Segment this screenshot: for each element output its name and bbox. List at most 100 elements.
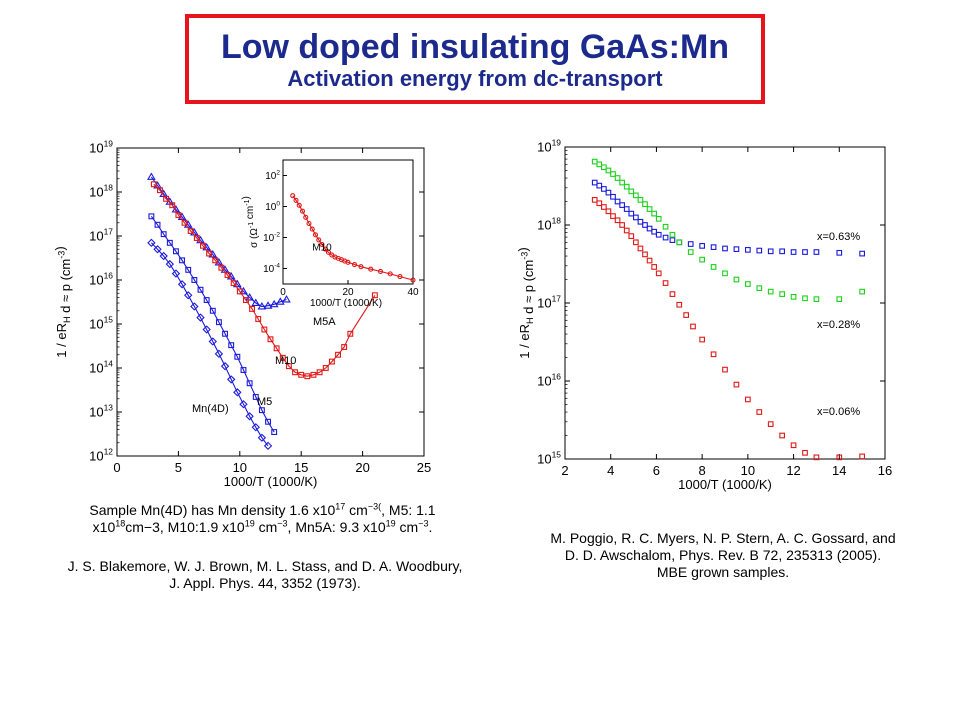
right-series-x-0-06-point [779, 432, 785, 439]
left-x-tick-label: 0 [113, 460, 120, 475]
left-series-m5-point [240, 367, 247, 373]
right-series-label-x-0-63: x=0.63% [817, 231, 860, 243]
left-y-tick-label: 1018 [89, 183, 113, 200]
right-x-tick-label: 6 [653, 463, 660, 478]
right-series-x-0-28-point [619, 179, 625, 186]
right-series-x-0-63-point [619, 202, 625, 208]
left-series-m10-point [175, 212, 182, 218]
left-series-m5-point [228, 342, 235, 349]
inset-series-m10-point [368, 266, 374, 272]
left-series-m5a-point [275, 297, 285, 305]
right-series-x-0-06-point [690, 323, 696, 330]
left-y-tick-label: 1013 [89, 403, 113, 420]
inset-series-m10-point [309, 226, 315, 232]
right-series-x-0-06-point [722, 366, 728, 373]
left-y-tick-label: 1014 [89, 359, 113, 376]
right-series-x-0-06-point [669, 291, 676, 297]
right-x-tick-label: 10 [741, 463, 755, 478]
right-series-x-0-28-point [614, 175, 621, 181]
left-series-mn-4d-point [177, 280, 187, 289]
right-x-tick-label: 12 [786, 463, 800, 478]
left-series-label-m5: M5 [257, 396, 272, 408]
right-series-x-0-28-point [687, 249, 694, 255]
right-series-x-0-06-point [633, 239, 639, 246]
left-series-m10-point [236, 288, 243, 295]
right-x-tick-label: 2 [561, 463, 568, 478]
right-chart: 2 4 6 8 10 12 14 16 1015 1016 1017 1018 1019 1000/T (… [516, 138, 893, 492]
right-x-tick-label: 14 [832, 463, 846, 478]
right-series-x-0-28-point [651, 210, 657, 217]
left-series-m5-point [154, 221, 161, 228]
left-series-m5-point [265, 418, 271, 425]
right-series-x-0-63-point [756, 247, 763, 254]
left-series-m5-point [179, 257, 186, 264]
left-series-m5-point [185, 266, 192, 273]
left-series-mn-4d-point [227, 375, 236, 384]
left-y-tick-label: 1017 [89, 227, 113, 244]
right-series-x-0-28-point [669, 231, 676, 238]
right-series-x-0-63-point [687, 241, 694, 247]
right-series-x-0-63-point [813, 249, 820, 255]
inset-frame [282, 159, 414, 285]
right-series-x-0-28-point [646, 206, 653, 212]
right-y-tick-label: 1015 [537, 450, 561, 467]
right-series-x-0-28-point [596, 161, 603, 168]
right-series-x-0-28-point [628, 188, 635, 195]
left-series-mn-4d-point [153, 245, 162, 254]
right-series-x-0-63-point [610, 193, 616, 200]
left-series-mn-4d-point [220, 362, 230, 371]
left-series-m10-point [328, 358, 335, 365]
right-series-x-0-28-point [642, 201, 648, 208]
right-y-tick-label: 1018 [537, 216, 561, 233]
left-series-m5-point [258, 407, 265, 414]
left-series-m5-point [166, 239, 173, 246]
right-series-x-0-06-point [790, 442, 797, 449]
inset-series-label-m10: M10 [312, 242, 332, 253]
right-series-x-0-63-point [836, 249, 843, 256]
left-series-m10-point [304, 373, 311, 380]
left-series-m5a-point [245, 293, 254, 301]
inset-series-m10-point [351, 261, 358, 268]
right-series-x-0-06-point [646, 257, 653, 264]
right-series-x-0-06-point [655, 270, 662, 277]
left-series-m5a-point [147, 172, 156, 180]
inset-series-m10-point [358, 264, 364, 270]
left-series-mn-4d-point [245, 412, 254, 421]
inset-series-m10-point [293, 197, 299, 203]
left-series-m5-point [191, 277, 198, 283]
left-series-mn-4d-point [208, 337, 217, 346]
right-series-x-0-63-point [779, 248, 785, 255]
right-series-x-0-63-point [790, 249, 797, 255]
right-series-x-0-63-point [596, 182, 603, 189]
left-series-m10-point [341, 344, 348, 350]
inset-series-m10-point [345, 259, 351, 265]
right-series-x-0-63-point [637, 218, 644, 225]
left-series-m10-point [169, 202, 176, 209]
right-series-x-0-63-point [802, 249, 808, 255]
left-x-tick-label: 25 [417, 460, 431, 475]
inset-series-m10-point [299, 208, 306, 214]
right-series-x-0-63-point [669, 237, 676, 243]
left-series-m10-point [261, 326, 268, 333]
left-series-m5-point [160, 231, 167, 238]
left-series-m10-point [347, 330, 354, 337]
right-y-tick-label: 1016 [537, 372, 561, 389]
left-series-m10-point [150, 181, 157, 188]
right-y-axis-label: 1 / eRH d ≈ p (cm-3) [516, 247, 536, 358]
left-series-m5-point [197, 286, 204, 293]
right-series-x-0-06-point [699, 336, 705, 343]
left-y-tick-label: 1019 [89, 140, 113, 156]
right-series-x-0-63-point [642, 222, 648, 228]
right-series-x-0-63-point [745, 247, 751, 253]
left-series-m10-point [285, 363, 292, 370]
inset-series-m10-point [312, 232, 319, 238]
right-series-x-0-06-point [676, 301, 683, 308]
right-series-x-0-06-point [710, 351, 717, 358]
left-reference: J. S. Blakemore, W. J. Brown, M. L. Stas… [67, 558, 463, 591]
inset-x-axis-label: 1000/T (1000/K) [310, 298, 382, 309]
inset-y-tick-label: 10-2 [263, 232, 280, 245]
left-series-m10-point [310, 371, 317, 378]
right-series-x-0-63-point [699, 243, 705, 249]
right-series-x-0-28-point [623, 183, 630, 190]
inset-series-m10-point [387, 271, 393, 277]
